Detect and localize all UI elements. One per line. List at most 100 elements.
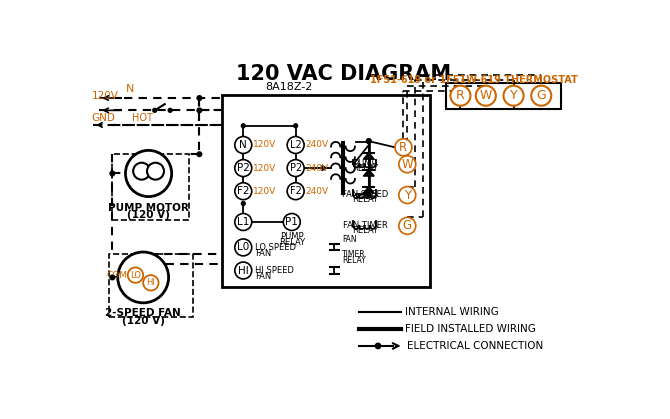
Text: HOT: HOT [131, 114, 153, 124]
Text: INTERNAL WIRING: INTERNAL WIRING [405, 307, 498, 317]
Text: RELAY: RELAY [342, 256, 366, 265]
Circle shape [399, 186, 416, 204]
Text: HI: HI [238, 266, 249, 276]
Circle shape [133, 163, 150, 180]
Text: 1F51-619 or 1F51W-619 THERMOSTAT: 1F51-619 or 1F51W-619 THERMOSTAT [371, 75, 578, 85]
Circle shape [399, 217, 416, 234]
Text: L0: L0 [237, 243, 249, 252]
Text: HI: HI [147, 278, 155, 287]
Circle shape [375, 343, 381, 349]
Text: Y: Y [404, 189, 411, 202]
Text: F2: F2 [237, 186, 249, 196]
Text: R: R [399, 141, 407, 154]
Circle shape [234, 183, 252, 200]
Text: P2: P2 [237, 163, 250, 173]
Text: FAN: FAN [342, 235, 356, 244]
Text: L2: L2 [289, 140, 302, 150]
Circle shape [143, 275, 159, 290]
Text: L1: L1 [237, 217, 249, 227]
Text: PUMP MOTOR: PUMP MOTOR [108, 203, 189, 213]
Text: COM: COM [107, 271, 128, 279]
Circle shape [147, 163, 164, 180]
Circle shape [110, 171, 115, 176]
Circle shape [197, 108, 202, 113]
Text: HI SPEED: HI SPEED [255, 266, 293, 275]
Text: PUMP: PUMP [280, 232, 304, 241]
Circle shape [366, 139, 371, 143]
Circle shape [287, 160, 304, 176]
Circle shape [125, 150, 172, 197]
Bar [446, 83, 561, 109]
Text: (120 V): (120 V) [122, 316, 165, 326]
Circle shape [366, 139, 371, 143]
Polygon shape [363, 153, 374, 159]
Text: FAN: FAN [255, 272, 271, 281]
Polygon shape [363, 186, 374, 193]
Text: 2-SPEED FAN: 2-SPEED FAN [105, 308, 181, 318]
Circle shape [234, 214, 252, 230]
Text: P1: P1 [285, 217, 298, 227]
Text: FAN TIMER: FAN TIMER [342, 221, 387, 230]
Text: R: R [456, 89, 465, 102]
Circle shape [234, 262, 252, 279]
Circle shape [287, 137, 304, 153]
Text: RELAY: RELAY [352, 195, 378, 204]
Circle shape [531, 86, 551, 106]
Circle shape [168, 109, 172, 112]
Bar [222, 95, 430, 287]
Text: Y: Y [510, 89, 517, 102]
Text: 240V: 240V [306, 140, 329, 150]
Circle shape [287, 183, 304, 200]
Polygon shape [363, 170, 374, 176]
Circle shape [197, 96, 202, 100]
Text: (120 V): (120 V) [127, 210, 170, 220]
Bar [113, 154, 190, 220]
Text: FAN SPEED: FAN SPEED [342, 190, 388, 199]
Text: TIMER: TIMER [342, 251, 365, 259]
Circle shape [366, 193, 371, 197]
Circle shape [241, 202, 245, 205]
Circle shape [399, 156, 416, 173]
Circle shape [395, 139, 412, 156]
Circle shape [504, 86, 523, 106]
Circle shape [476, 86, 496, 106]
Circle shape [197, 152, 202, 157]
Circle shape [234, 160, 252, 176]
Text: 240V: 240V [306, 187, 329, 196]
Circle shape [153, 109, 157, 112]
Text: PUMP: PUMP [353, 159, 377, 168]
Text: FAN: FAN [255, 249, 271, 258]
Text: 8A18Z-2: 8A18Z-2 [265, 82, 312, 92]
Circle shape [293, 124, 297, 128]
Text: LO: LO [130, 271, 141, 279]
Text: 120 VAC DIAGRAM: 120 VAC DIAGRAM [236, 64, 451, 84]
Text: GND: GND [92, 113, 115, 123]
Circle shape [128, 267, 143, 283]
Text: F2: F2 [289, 186, 302, 196]
Text: RELAY: RELAY [352, 226, 378, 235]
Text: 120V: 120V [253, 187, 277, 196]
Circle shape [234, 239, 252, 256]
Text: N: N [239, 140, 247, 150]
Circle shape [450, 86, 470, 106]
Text: 120V: 120V [253, 140, 277, 150]
Text: ELECTRICAL CONNECTION: ELECTRICAL CONNECTION [407, 341, 543, 351]
Text: W: W [401, 158, 413, 171]
Text: LO SPEED: LO SPEED [255, 243, 296, 252]
Text: RELAY: RELAY [352, 165, 378, 173]
Text: RELAY: RELAY [279, 238, 305, 247]
Text: G: G [403, 219, 412, 233]
Text: N: N [125, 84, 134, 94]
Text: 120V: 120V [253, 163, 277, 173]
Text: FIELD INSTALLED WIRING: FIELD INSTALLED WIRING [405, 324, 536, 334]
Circle shape [241, 124, 245, 128]
Text: G: G [537, 89, 546, 102]
Circle shape [118, 252, 169, 303]
Text: 240V: 240V [306, 163, 329, 173]
Circle shape [110, 275, 115, 280]
Text: W: W [480, 89, 492, 102]
Bar [109, 254, 193, 318]
Circle shape [234, 137, 252, 153]
Circle shape [283, 214, 300, 230]
Text: 120V: 120V [92, 91, 119, 101]
